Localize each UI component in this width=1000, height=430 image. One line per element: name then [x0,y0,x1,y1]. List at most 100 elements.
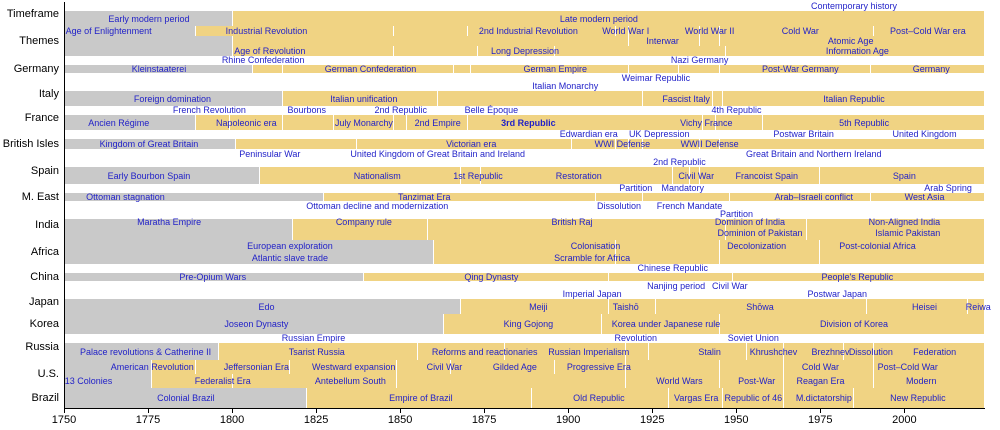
period-label[interactable]: Dissolution [596,201,642,211]
period-label[interactable]: Scramble for Africa [554,253,631,263]
period-label[interactable]: Nanjing period [647,281,706,291]
period-label[interactable]: WWII Defense [680,139,739,149]
period-label[interactable]: German Confederation [324,64,417,74]
period-label[interactable]: Postwar Japan [807,289,868,299]
period-label[interactable]: Napoleonic era [216,117,277,128]
period-label[interactable]: Nazi Germany [670,55,729,65]
period-label[interactable]: Islamic Pakistan [875,227,941,238]
period-label[interactable]: Russian Imperialism [548,346,630,357]
period-label[interactable]: Meiji [529,301,548,312]
period-label[interactable]: Cold War [781,25,819,36]
period-label[interactable]: Postwar Britain [773,129,834,139]
period-label[interactable]: Arab–Israeli conflict [774,192,854,202]
period-label[interactable]: Chinese Republic [637,263,709,273]
period-label[interactable]: Italian unification [330,93,398,104]
period-label[interactable]: Post–Cold War [877,362,938,372]
period-label[interactable]: Great Britain and Northern Ireland [745,149,882,159]
period-label[interactable]: World War II [684,25,735,36]
period-label[interactable]: Colonisation [570,241,621,251]
period-label[interactable]: Spain [892,170,916,181]
period-label[interactable]: Germany [912,64,950,74]
period-label[interactable]: Federation [913,346,957,357]
period-label[interactable]: Stalin [698,346,721,357]
period-label[interactable]: July Monarchy [334,117,393,128]
period-label[interactable]: Francoist Spain [735,170,799,181]
period-label[interactable]: King Gojong [503,319,554,329]
period-label[interactable]: Kingdom of Great Britain [99,139,199,149]
period-label[interactable]: Jeffersonian Era [223,362,290,372]
period-label[interactable]: Kleinstaaterei [131,64,187,74]
period-label[interactable]: Edwardian era [559,129,618,139]
period-label[interactable]: Empire of Brazil [389,393,453,403]
period-label[interactable]: Company rule [335,217,392,227]
period-label[interactable]: Federalist Era [194,376,251,386]
period-label[interactable]: 2nd Industrial Revolution [478,25,578,36]
period-label[interactable]: American Revolution [110,362,194,372]
period-label[interactable]: Dominion of India [714,217,785,227]
period-label[interactable]: Civil War [678,170,715,181]
period-label[interactable]: Tanzimat Era [398,192,451,202]
period-label[interactable]: Age of Revolution [234,45,306,56]
period-label[interactable]: Nationalism [353,170,401,181]
period-label[interactable]: M.dictatorship [795,393,852,403]
period-label[interactable]: People's Republic [821,272,894,282]
period-label[interactable]: Partition [619,183,653,193]
period-label[interactable]: Brezhnev [811,346,850,357]
period-label[interactable]: Post-War Germany [761,64,839,74]
period-label[interactable]: Fascist Italy [662,93,710,104]
period-label[interactable]: Civil War [426,362,463,372]
period-label[interactable]: Vargas Era [674,393,719,403]
period-label[interactable]: Decolonization [727,241,787,251]
period-label[interactable]: Bourbons [287,105,327,115]
period-label[interactable]: Ottoman stagnation [86,192,165,202]
period-label[interactable]: Italian Monarchy [532,81,599,91]
period-label[interactable]: Foreign domination [133,93,211,104]
period-label[interactable]: United Kingdom of Great Britain and Irel… [350,149,525,159]
period-label[interactable]: Khrushchev [749,346,798,357]
period-label[interactable]: Age of Enlightenment [65,25,152,36]
period-label[interactable]: UK Depression [629,129,690,139]
period-label[interactable]: World War I [602,25,650,36]
period-label[interactable]: Tsarist Russia [288,346,345,357]
period-label[interactable]: Soviet Union [727,333,779,343]
period-label[interactable]: Palace revolutions & Catherine II [80,346,212,357]
period-label[interactable]: New Republic [890,393,946,403]
period-label[interactable]: Taishō [612,301,639,312]
period-label[interactable]: 4th Republic [711,105,762,115]
period-label[interactable]: Post–Cold War era [890,25,966,36]
period-label[interactable]: Modern [905,376,937,386]
period-label[interactable]: Heisei [912,301,938,312]
period-label[interactable]: 2nd Republic [653,157,706,167]
period-label[interactable]: 2nd Republic [374,105,428,115]
period-label[interactable]: Atlantic slave trade [251,253,328,263]
period-label[interactable]: Maratha Empire [137,217,202,227]
period-label[interactable]: Atomic Age [827,35,874,46]
period-label[interactable]: European exploration [247,241,333,251]
period-label[interactable]: French Mandate [656,201,723,211]
period-label[interactable]: Early Bourbon Spain [107,170,191,181]
period-label[interactable]: Joseon Dynasty [224,319,289,329]
period-label[interactable]: 3rd Republic [501,117,556,128]
period-label[interactable]: Restoration [555,170,602,181]
period-label[interactable]: Russian Empire [281,333,346,343]
period-label[interactable]: Non-Aligned India [868,217,941,227]
period-label[interactable]: Revolution [614,333,658,343]
period-label[interactable]: Contemporary history [811,1,898,11]
period-label[interactable]: Post-colonial Africa [839,241,916,251]
period-label[interactable]: Arab Spring [924,183,972,193]
period-label[interactable]: 13 Colonies [64,376,113,386]
period-label[interactable]: 2nd Empire [414,117,461,128]
period-label[interactable]: Republic of 46 [724,393,783,403]
period-label[interactable]: Colonial Brazil [157,393,215,403]
period-label[interactable]: Partition [720,209,754,219]
period-label[interactable]: Qing Dynasty [464,272,519,282]
period-label[interactable]: Information Age [825,45,889,56]
period-label[interactable]: West Asia [904,192,945,202]
period-label[interactable]: Imperial Japan [562,289,622,299]
period-label[interactable]: Long Depression [490,45,560,56]
period-label[interactable]: Reforms and reactionaries [431,346,538,357]
period-label[interactable]: Industrial Revolution [225,25,308,36]
period-label[interactable]: Ottoman decline and modernization [306,201,449,211]
period-label[interactable]: United Kingdom [892,129,957,139]
period-label[interactable]: Cold War [801,362,840,372]
